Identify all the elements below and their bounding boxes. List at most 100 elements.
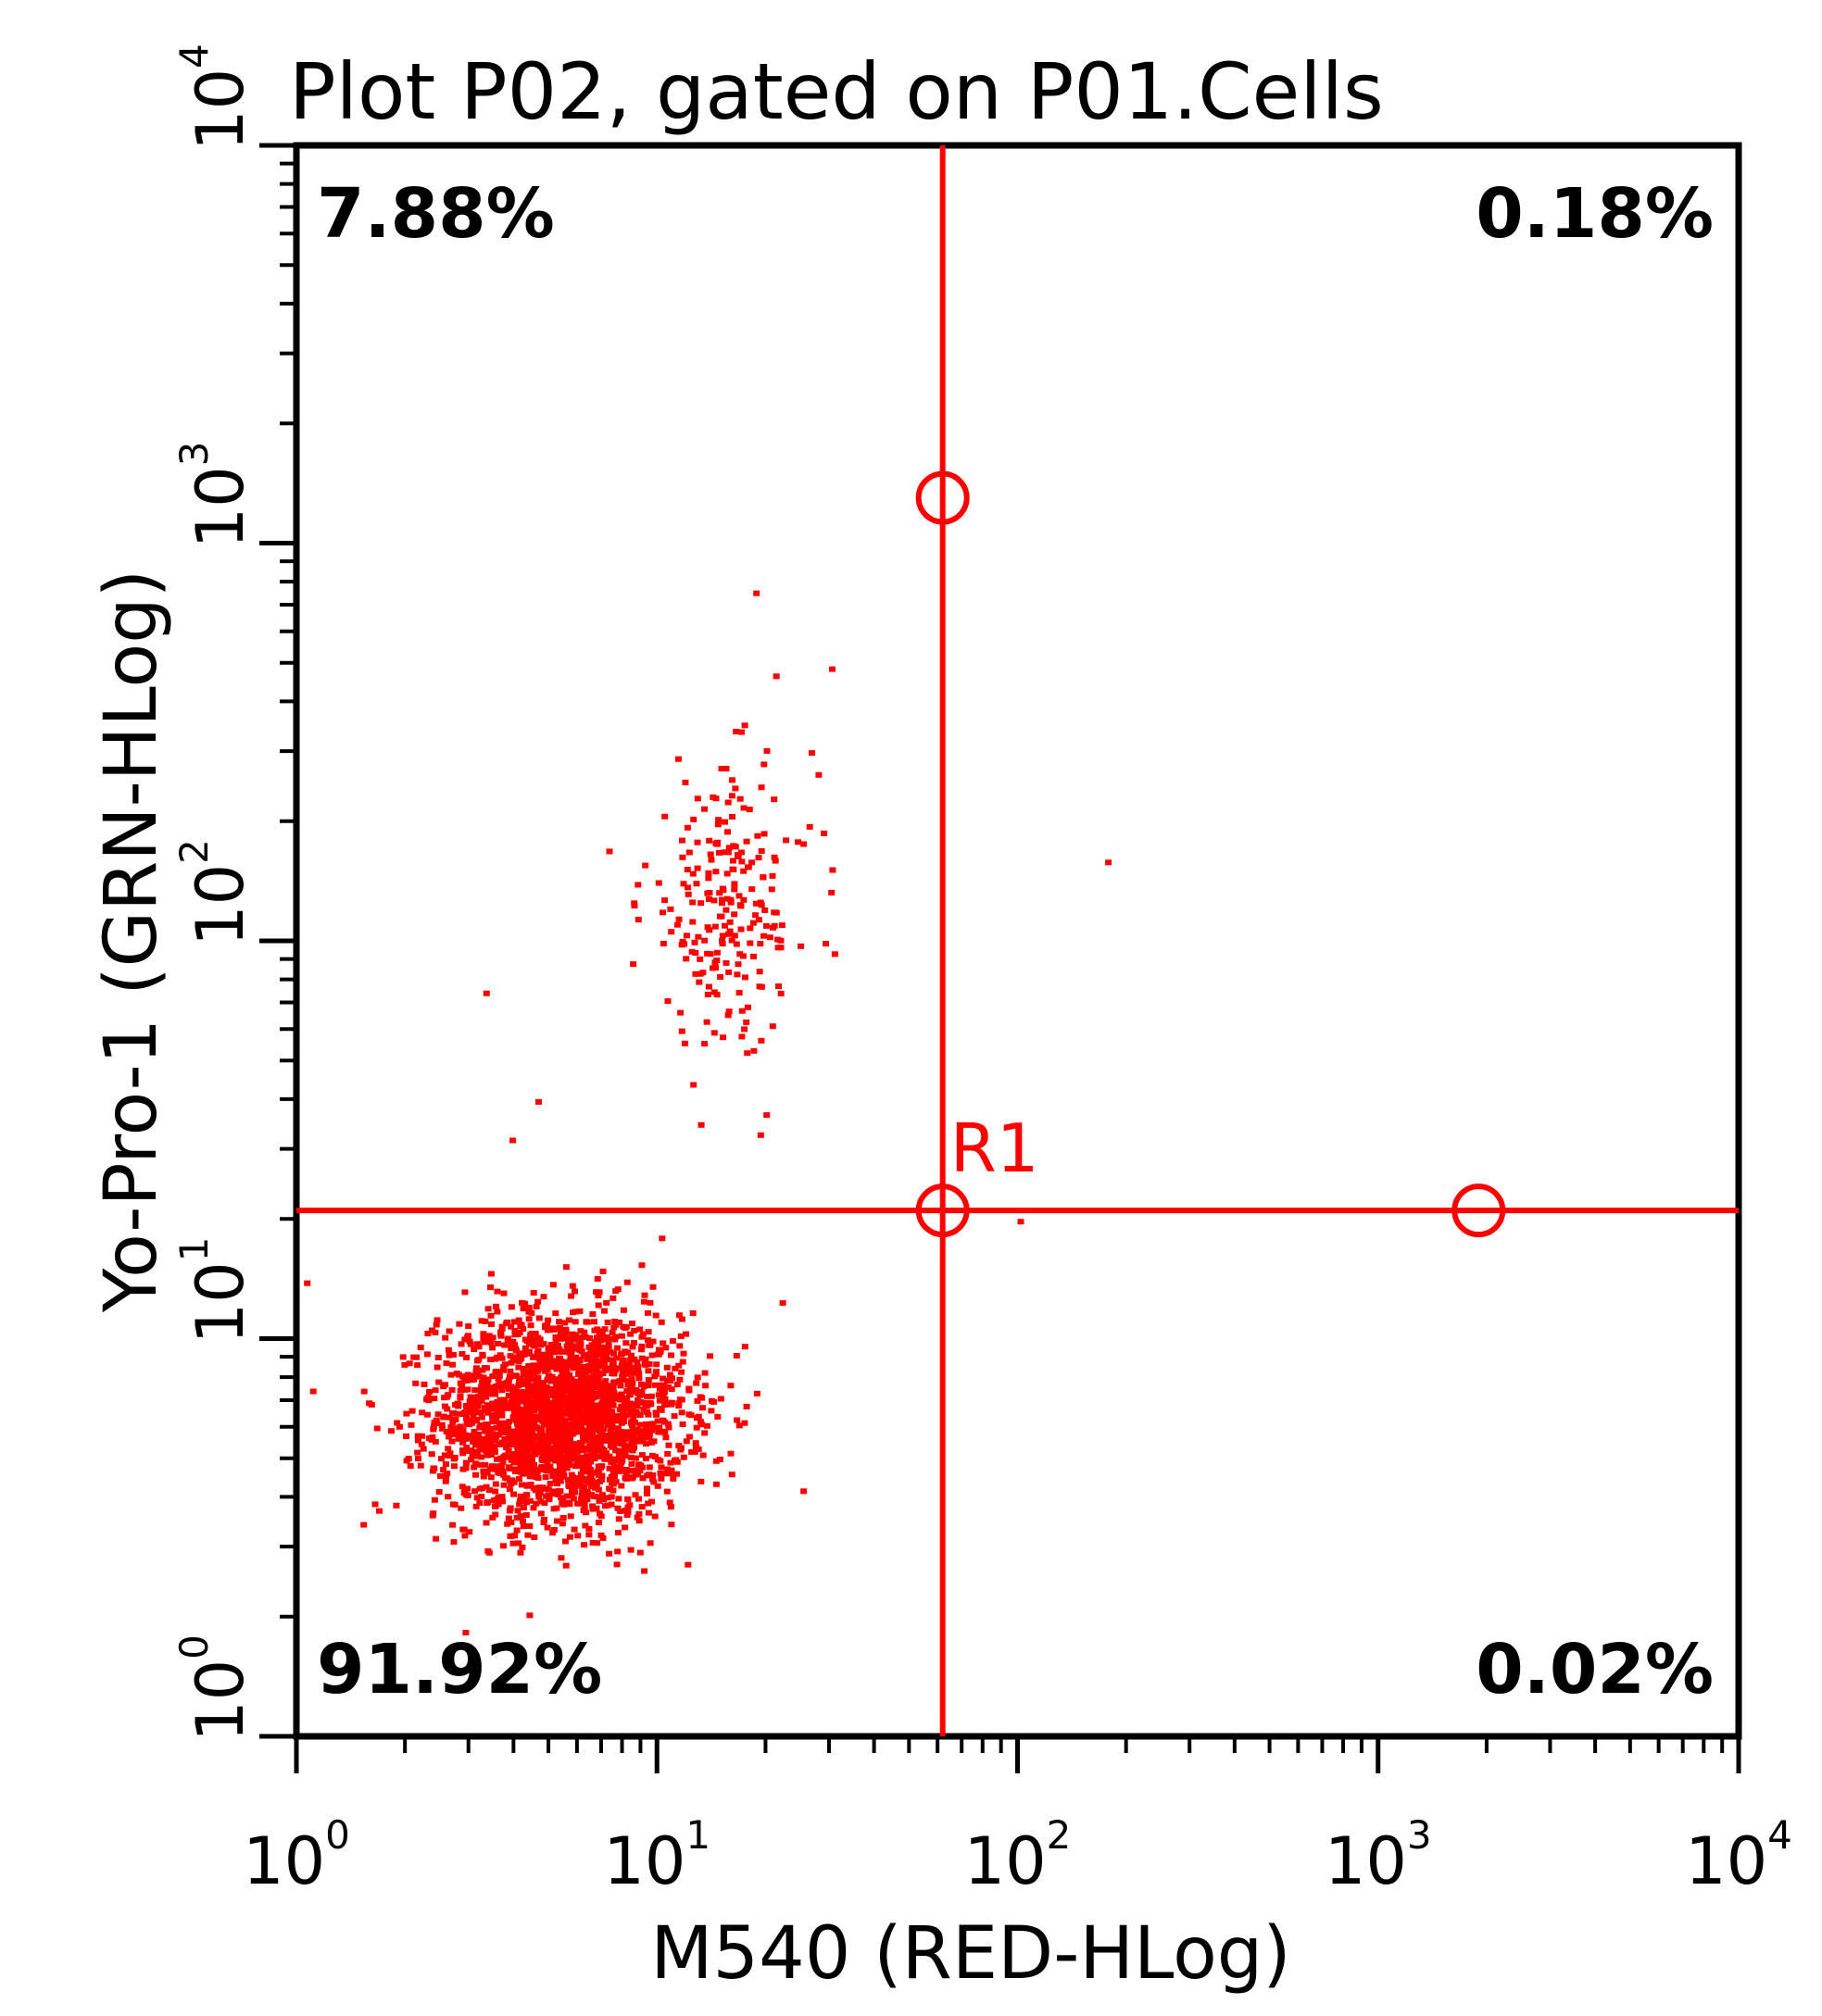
event-dot xyxy=(530,1473,536,1480)
event-dot xyxy=(413,1354,420,1360)
event-dot xyxy=(537,1498,545,1505)
event-dot xyxy=(401,1361,408,1368)
event-dot xyxy=(585,1368,593,1374)
x-tick-label: 102 xyxy=(964,1812,1072,1899)
event-dot xyxy=(556,1334,563,1340)
event-dot xyxy=(624,1382,632,1388)
gate-handle[interactable] xyxy=(915,470,970,525)
event-dot xyxy=(610,1463,618,1470)
event-dot xyxy=(582,1431,589,1437)
event-dot xyxy=(489,1436,496,1443)
event-dot xyxy=(661,813,669,820)
event-dot xyxy=(683,1438,690,1445)
event-dot xyxy=(418,1441,425,1447)
event-dot xyxy=(549,1410,557,1417)
event-dot xyxy=(530,1505,537,1511)
event-dot xyxy=(520,1306,527,1312)
event-dot xyxy=(542,1474,549,1481)
x-tick-label: 100 xyxy=(243,1812,350,1899)
event-dot xyxy=(615,1496,622,1502)
event-dot xyxy=(637,1399,645,1405)
event-dot xyxy=(569,1384,576,1391)
event-dot xyxy=(622,1524,629,1531)
event-dot xyxy=(566,1461,573,1468)
event-dot xyxy=(573,1378,581,1384)
event-dot xyxy=(577,1419,584,1425)
event-dot xyxy=(599,1268,607,1274)
event-dot xyxy=(518,1482,525,1488)
event-dot xyxy=(549,1392,557,1398)
event-dot xyxy=(743,1403,750,1409)
event-dot xyxy=(507,1353,514,1359)
event-dot xyxy=(585,1424,593,1431)
event-dot xyxy=(748,859,756,866)
event-dot xyxy=(534,1385,541,1392)
event-dot xyxy=(496,1382,503,1388)
event-dot xyxy=(462,1409,469,1416)
event-dot xyxy=(445,1446,452,1452)
event-dot xyxy=(629,1426,636,1433)
gate-handle[interactable] xyxy=(1451,1183,1506,1238)
event-dot xyxy=(704,950,711,957)
event-dot xyxy=(527,1322,534,1329)
event-dot xyxy=(550,1527,558,1533)
event-dot xyxy=(584,1379,592,1385)
event-dot xyxy=(616,1378,623,1384)
event-dot xyxy=(474,1371,482,1378)
event-dot xyxy=(643,1422,649,1429)
event-dot xyxy=(578,1348,585,1355)
event-dot xyxy=(645,1382,652,1388)
event-dot xyxy=(534,1298,542,1305)
event-dot xyxy=(619,1458,626,1464)
event-dot xyxy=(676,1312,683,1319)
event-dot xyxy=(598,1387,605,1394)
event-dot xyxy=(556,1446,563,1452)
event-dot xyxy=(597,1464,604,1471)
event-dot xyxy=(662,1345,670,1351)
event-dot xyxy=(580,1459,587,1465)
event-dot xyxy=(687,1412,695,1419)
event-dot xyxy=(540,1408,547,1414)
event-dot xyxy=(626,1402,634,1409)
event-dot xyxy=(489,1391,496,1397)
event-dot xyxy=(516,1498,523,1504)
event-dot xyxy=(726,919,734,925)
event-dot xyxy=(463,1415,470,1421)
event-dot xyxy=(660,1375,667,1382)
event-dot xyxy=(720,1034,727,1041)
event-dot xyxy=(508,1481,515,1487)
quadrant-lower-left-percent: 91.92% xyxy=(317,1630,602,1709)
event-dot xyxy=(559,1388,566,1395)
event-dot xyxy=(678,1369,685,1375)
event-dot xyxy=(530,1354,537,1360)
event-dot xyxy=(555,1325,562,1332)
event-dot xyxy=(541,1402,548,1409)
event-dot xyxy=(515,1476,522,1482)
event-dot xyxy=(496,1441,504,1447)
event-dot xyxy=(524,1430,532,1436)
quadrant-gate[interactable]: R1 xyxy=(296,145,1739,1736)
event-dot xyxy=(592,1402,599,1409)
event-dot xyxy=(660,1383,668,1389)
event-dot xyxy=(677,1446,685,1453)
event-dot xyxy=(594,1540,601,1546)
event-dot xyxy=(548,1431,556,1437)
event-dot xyxy=(768,886,775,893)
event-dot xyxy=(604,1398,611,1405)
event-dot xyxy=(457,1387,464,1394)
event-dot xyxy=(508,1342,515,1348)
gate-handle[interactable] xyxy=(915,1183,970,1238)
event-dot xyxy=(597,1409,605,1415)
event-dot xyxy=(439,1425,446,1432)
event-dot xyxy=(442,1478,449,1484)
event-dot xyxy=(660,940,667,946)
event-dot xyxy=(712,1458,720,1464)
event-dot xyxy=(665,1384,672,1391)
event-dot xyxy=(703,1422,710,1429)
event-dot xyxy=(758,983,765,990)
event-dot xyxy=(589,1506,597,1512)
event-dot xyxy=(671,1413,678,1420)
event-dot xyxy=(607,1396,614,1402)
event-dot xyxy=(644,1399,651,1406)
event-dot xyxy=(524,1378,532,1384)
